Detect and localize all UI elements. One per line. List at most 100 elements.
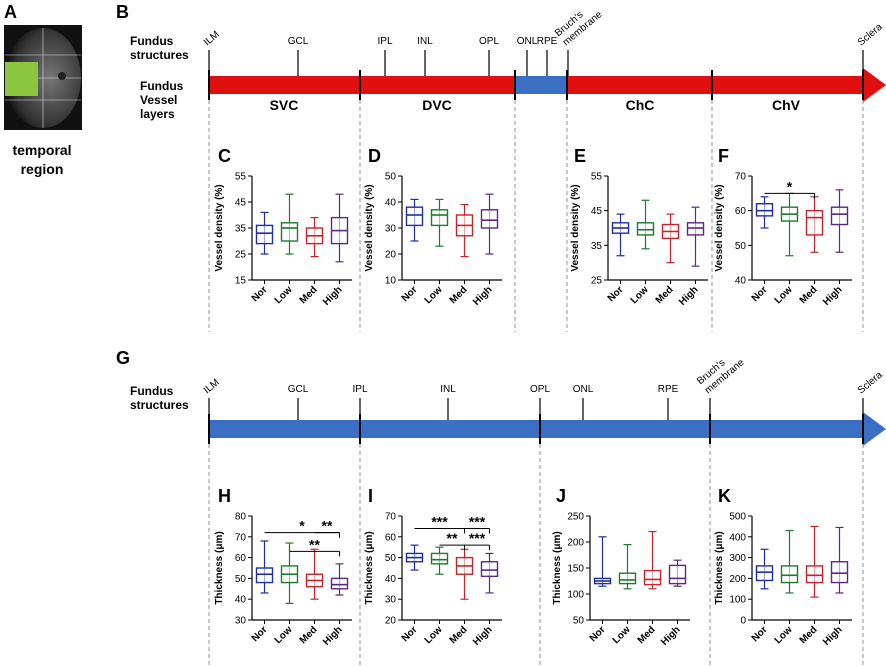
- panel-letter: E: [574, 146, 586, 166]
- y-tick-label: 30: [385, 224, 397, 235]
- y-tick-label: 55: [235, 172, 247, 183]
- significance: ***: [469, 530, 486, 546]
- y-tick-label: 400: [729, 532, 746, 543]
- bar-segment: [209, 76, 515, 94]
- box: [480, 561, 499, 578]
- marker: GCL: [288, 36, 309, 47]
- y-tick-label: 70: [235, 532, 247, 543]
- y-tick-label: 30: [235, 616, 247, 627]
- y-tick-label: 15: [235, 276, 247, 287]
- layer-label: SVC: [270, 97, 299, 113]
- x-tick-label: High: [321, 284, 344, 307]
- box: [430, 209, 449, 227]
- x-tick-label: Nor: [400, 284, 420, 304]
- y-tick-label: 55: [591, 172, 603, 183]
- y-tick-label: 50: [385, 172, 397, 183]
- y-tick-label: 25: [235, 250, 247, 261]
- marker-label: GCL: [288, 36, 309, 47]
- y-tick-label: 500: [729, 512, 746, 523]
- panel-letter: C: [218, 146, 231, 166]
- x-tick-label: Med: [636, 624, 658, 646]
- x-tick-label: Med: [654, 284, 676, 306]
- row-label: structures: [130, 48, 189, 62]
- significance: **: [309, 536, 320, 552]
- panel-letter: H: [218, 486, 231, 506]
- y-tick-label: 100: [729, 595, 746, 606]
- marker: IPL: [377, 36, 392, 47]
- x-tick-label: Low: [611, 624, 633, 646]
- row-label: Fundus: [130, 384, 174, 398]
- marker: INL: [440, 384, 456, 395]
- y-axis-label: Thickness (μm): [552, 531, 563, 604]
- y-tick-label: 0: [740, 616, 746, 627]
- bar-segment: [209, 420, 863, 438]
- y-tick-label: 50: [385, 553, 397, 564]
- y-tick-label: 60: [385, 532, 397, 543]
- x-tick-label: High: [821, 624, 844, 647]
- x-tick-label: Nor: [750, 284, 770, 304]
- panel-letter: F: [718, 146, 729, 166]
- y-tick-label: 60: [235, 553, 247, 564]
- x-tick-label: Nor: [400, 624, 420, 644]
- marker-label: Sclera: [856, 369, 885, 396]
- significance: ***: [469, 513, 486, 529]
- box: [830, 561, 849, 584]
- x-tick-label: Low: [423, 624, 445, 646]
- marker: Sclera: [856, 21, 885, 48]
- x-tick-label: Med: [298, 624, 320, 646]
- box: [805, 565, 824, 584]
- y-axis-label: Vessel density (%): [214, 184, 225, 271]
- y-tick-label: 200: [729, 574, 746, 585]
- y-tick-label: 20: [385, 250, 397, 261]
- x-tick-label: Nor: [588, 624, 608, 644]
- marker-label: ILM: [202, 377, 222, 396]
- box: [643, 569, 662, 586]
- box: [668, 564, 687, 585]
- box: [280, 222, 299, 242]
- box: [618, 572, 637, 585]
- x-tick-label: Low: [629, 284, 651, 306]
- x-tick-label: High: [471, 624, 494, 647]
- x-tick-label: Nor: [606, 284, 626, 304]
- layer-label: ChC: [626, 97, 655, 113]
- box: [330, 577, 349, 590]
- marker-label: ONL: [517, 36, 538, 47]
- box: [780, 565, 799, 584]
- marker-label: ONL: [573, 384, 594, 395]
- y-axis-label: Vessel density (%): [570, 184, 581, 271]
- y-axis-label: Vessel density (%): [364, 184, 375, 271]
- marker: ONL: [517, 36, 538, 47]
- x-tick-label: Nor: [750, 624, 770, 644]
- box: [480, 209, 499, 229]
- marker: Sclera: [856, 369, 885, 396]
- x-tick-label: High: [321, 624, 344, 647]
- y-tick-label: 40: [235, 595, 247, 606]
- x-tick-label: Med: [798, 624, 820, 646]
- marker-label: INL: [440, 384, 456, 395]
- y-tick-label: 60: [735, 206, 747, 217]
- x-tick-label: Low: [773, 284, 795, 306]
- panel-letter: J: [556, 486, 566, 506]
- y-tick-label: 40: [385, 574, 397, 585]
- significance: **: [322, 518, 333, 534]
- y-axis-label: Thickness (μm): [714, 531, 725, 604]
- bar-segment: [567, 76, 863, 94]
- arrow-head: [863, 68, 886, 102]
- panel-a-image: [4, 25, 82, 130]
- panel-letter: I: [368, 486, 373, 506]
- x-tick-label: High: [659, 624, 682, 647]
- y-tick-label: 80: [235, 512, 247, 523]
- marker: ILM: [202, 29, 222, 48]
- box: [755, 565, 774, 582]
- box: [255, 567, 274, 584]
- x-tick-label: Med: [448, 284, 470, 306]
- caption: region: [21, 161, 64, 177]
- x-tick-label: Med: [798, 284, 820, 306]
- y-tick-label: 35: [235, 224, 247, 235]
- marker-label: IPL: [352, 384, 367, 395]
- panel-letter: B: [116, 2, 129, 22]
- y-tick-label: 25: [591, 276, 603, 287]
- x-tick-label: Low: [273, 284, 295, 306]
